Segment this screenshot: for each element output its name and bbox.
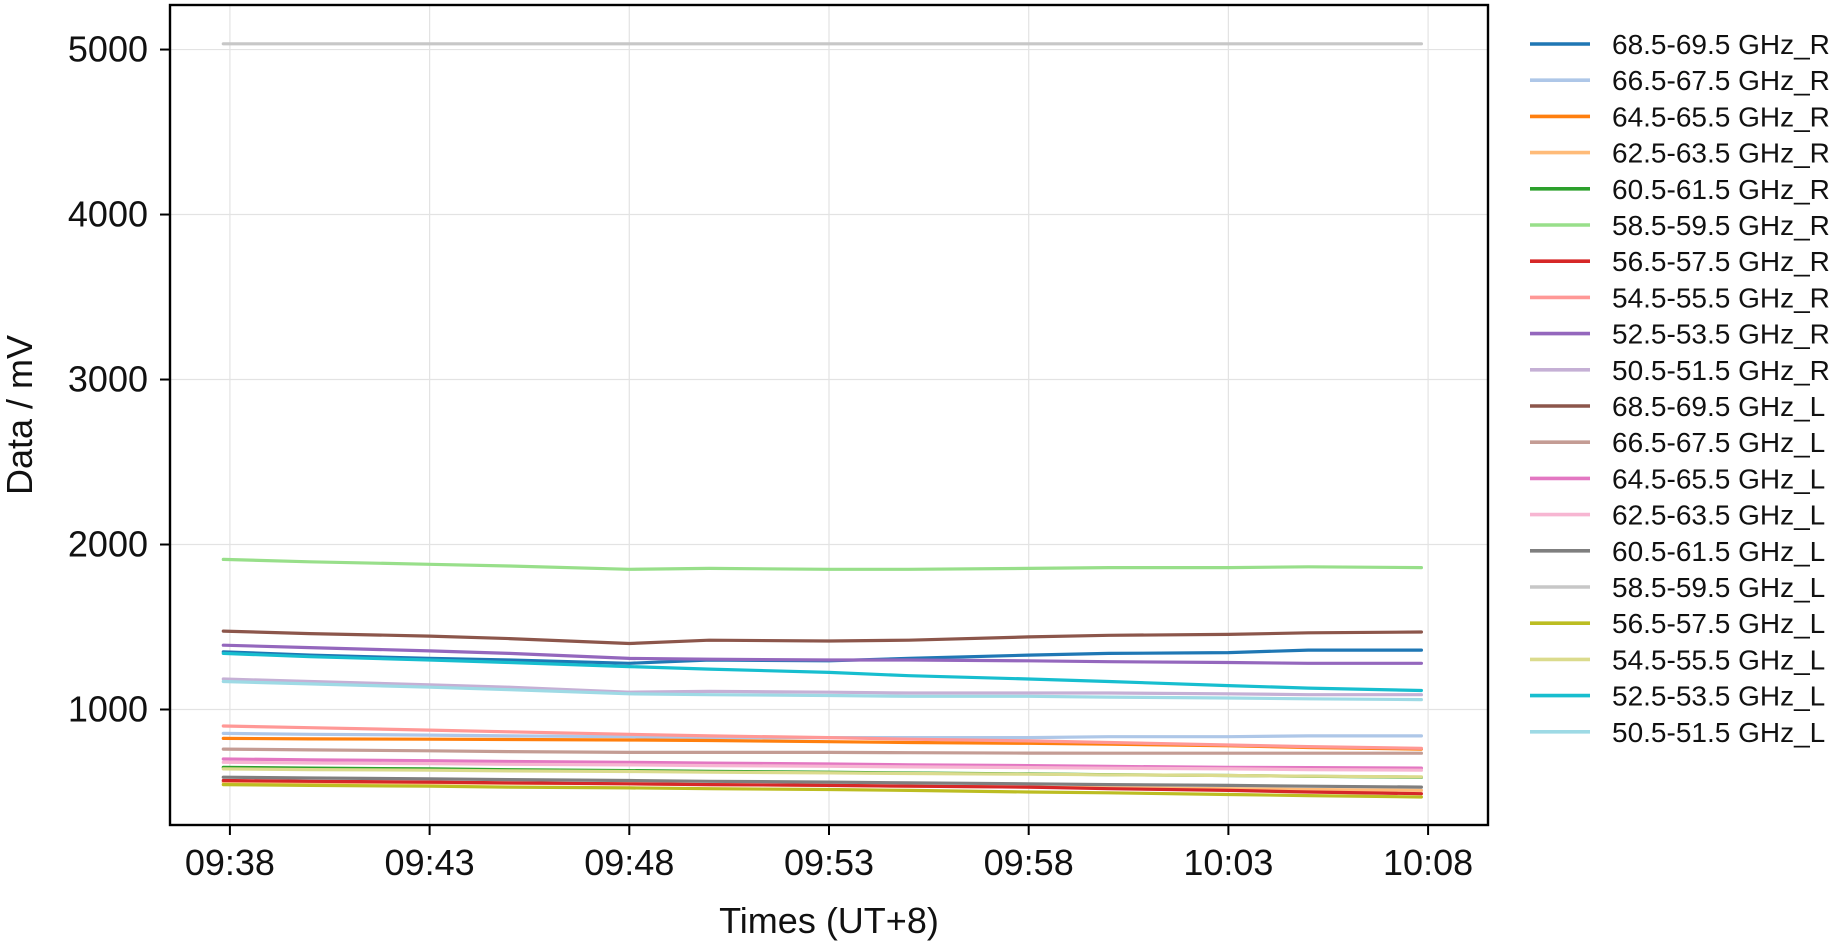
legend-label: 56.5-57.5 GHz_L	[1612, 608, 1825, 639]
legend-item: 58.5-59.5 GHz_R	[1530, 210, 1830, 241]
legend-label: 52.5-53.5 GHz_R	[1612, 319, 1830, 350]
legend-label: 52.5-53.5 GHz_L	[1612, 681, 1825, 712]
legend-label: 56.5-57.5 GHz_R	[1612, 246, 1830, 277]
x-tick-label: 10:03	[1183, 842, 1273, 883]
series-line	[221, 643, 1424, 665]
legend-item: 66.5-67.5 GHz_L	[1530, 427, 1825, 458]
legend-item: 52.5-53.5 GHz_R	[1530, 319, 1830, 350]
series-line	[221, 782, 1424, 799]
legend-label: 64.5-65.5 GHz_R	[1612, 101, 1830, 132]
legend-item: 52.5-53.5 GHz_L	[1530, 681, 1825, 712]
x-axis-title: Times (UT+8)	[719, 900, 939, 941]
legend-item: 60.5-61.5 GHz_L	[1530, 536, 1825, 567]
legend-label: 60.5-61.5 GHz_R	[1612, 174, 1830, 205]
legend-label: 58.5-59.5 GHz_L	[1612, 572, 1825, 603]
legend-item: 68.5-69.5 GHz_L	[1530, 391, 1825, 422]
x-tick-label: 09:53	[784, 842, 874, 883]
legend-label: 68.5-69.5 GHz_L	[1612, 391, 1825, 422]
legend-item: 50.5-51.5 GHz_R	[1530, 355, 1830, 386]
legend-item: 62.5-63.5 GHz_R	[1530, 138, 1830, 169]
legend-label: 50.5-51.5 GHz_L	[1612, 717, 1825, 748]
x-tick-label: 10:08	[1383, 842, 1473, 883]
y-tick-label: 1000	[68, 689, 148, 730]
series-line	[221, 724, 1424, 750]
legend-label: 66.5-67.5 GHz_L	[1612, 427, 1825, 458]
legend-label: 68.5-69.5 GHz_R	[1612, 29, 1830, 60]
series-line	[221, 747, 1424, 755]
series-line	[221, 757, 1424, 770]
legend-item: 64.5-65.5 GHz_R	[1530, 101, 1830, 132]
series-line	[221, 677, 1424, 697]
legend-label: 60.5-61.5 GHz_L	[1612, 536, 1825, 567]
legend-label: 54.5-55.5 GHz_L	[1612, 644, 1825, 675]
series-line	[221, 760, 1424, 772]
series-line	[221, 775, 1424, 789]
legend-label: 50.5-51.5 GHz_R	[1612, 355, 1830, 386]
legend-item: 62.5-63.5 GHz_L	[1530, 500, 1825, 531]
y-axis-title: Data / mV	[0, 335, 40, 495]
y-tick-label: 2000	[68, 524, 148, 565]
y-tick-label: 3000	[68, 359, 148, 400]
legend-label: 54.5-55.5 GHz_R	[1612, 282, 1830, 313]
legend-item: 58.5-59.5 GHz_L	[1530, 572, 1825, 603]
series-line	[221, 629, 1424, 646]
legend-label: 58.5-59.5 GHz_R	[1612, 210, 1830, 241]
legend-item: 60.5-61.5 GHz_R	[1530, 174, 1830, 205]
y-tick-label: 5000	[68, 29, 148, 70]
series-lines	[221, 42, 1424, 799]
legend-label: 64.5-65.5 GHz_L	[1612, 463, 1825, 494]
legend-item: 68.5-69.5 GHz_R	[1530, 29, 1830, 60]
legend-label: 62.5-63.5 GHz_L	[1612, 500, 1825, 531]
series-line	[221, 557, 1424, 571]
series-line	[221, 778, 1424, 796]
x-tick-label: 09:43	[385, 842, 475, 883]
series-line	[221, 679, 1424, 702]
legend: 68.5-69.5 GHz_R 66.5-67.5 GHz_R 64.5-65.5 …	[1530, 29, 1830, 748]
grid-lines	[170, 5, 1488, 825]
legend-item: 66.5-67.5 GHz_R	[1530, 65, 1830, 96]
legend-item: 56.5-57.5 GHz_R	[1530, 246, 1830, 277]
x-tick-label: 09:48	[584, 842, 674, 883]
series-line	[221, 651, 1424, 693]
y-tick-label: 4000	[68, 194, 148, 235]
legend-item: 50.5-51.5 GHz_L	[1530, 717, 1825, 748]
legend-item: 64.5-65.5 GHz_L	[1530, 463, 1825, 494]
legend-item: 56.5-57.5 GHz_L	[1530, 608, 1825, 639]
axis-ticks: 09:38 09:43 09:48 09:53 09:58 10:03 10:08 1000 2…	[68, 29, 1473, 883]
legend-item: 54.5-55.5 GHz_L	[1530, 644, 1825, 675]
x-tick-label: 09:58	[984, 842, 1074, 883]
legend-item: 54.5-55.5 GHz_R	[1530, 282, 1830, 313]
series-line	[221, 767, 1424, 779]
x-tick-label: 09:38	[185, 842, 275, 883]
legend-label: 66.5-67.5 GHz_R	[1612, 65, 1830, 96]
legend-label: 62.5-63.5 GHz_R	[1612, 138, 1830, 169]
